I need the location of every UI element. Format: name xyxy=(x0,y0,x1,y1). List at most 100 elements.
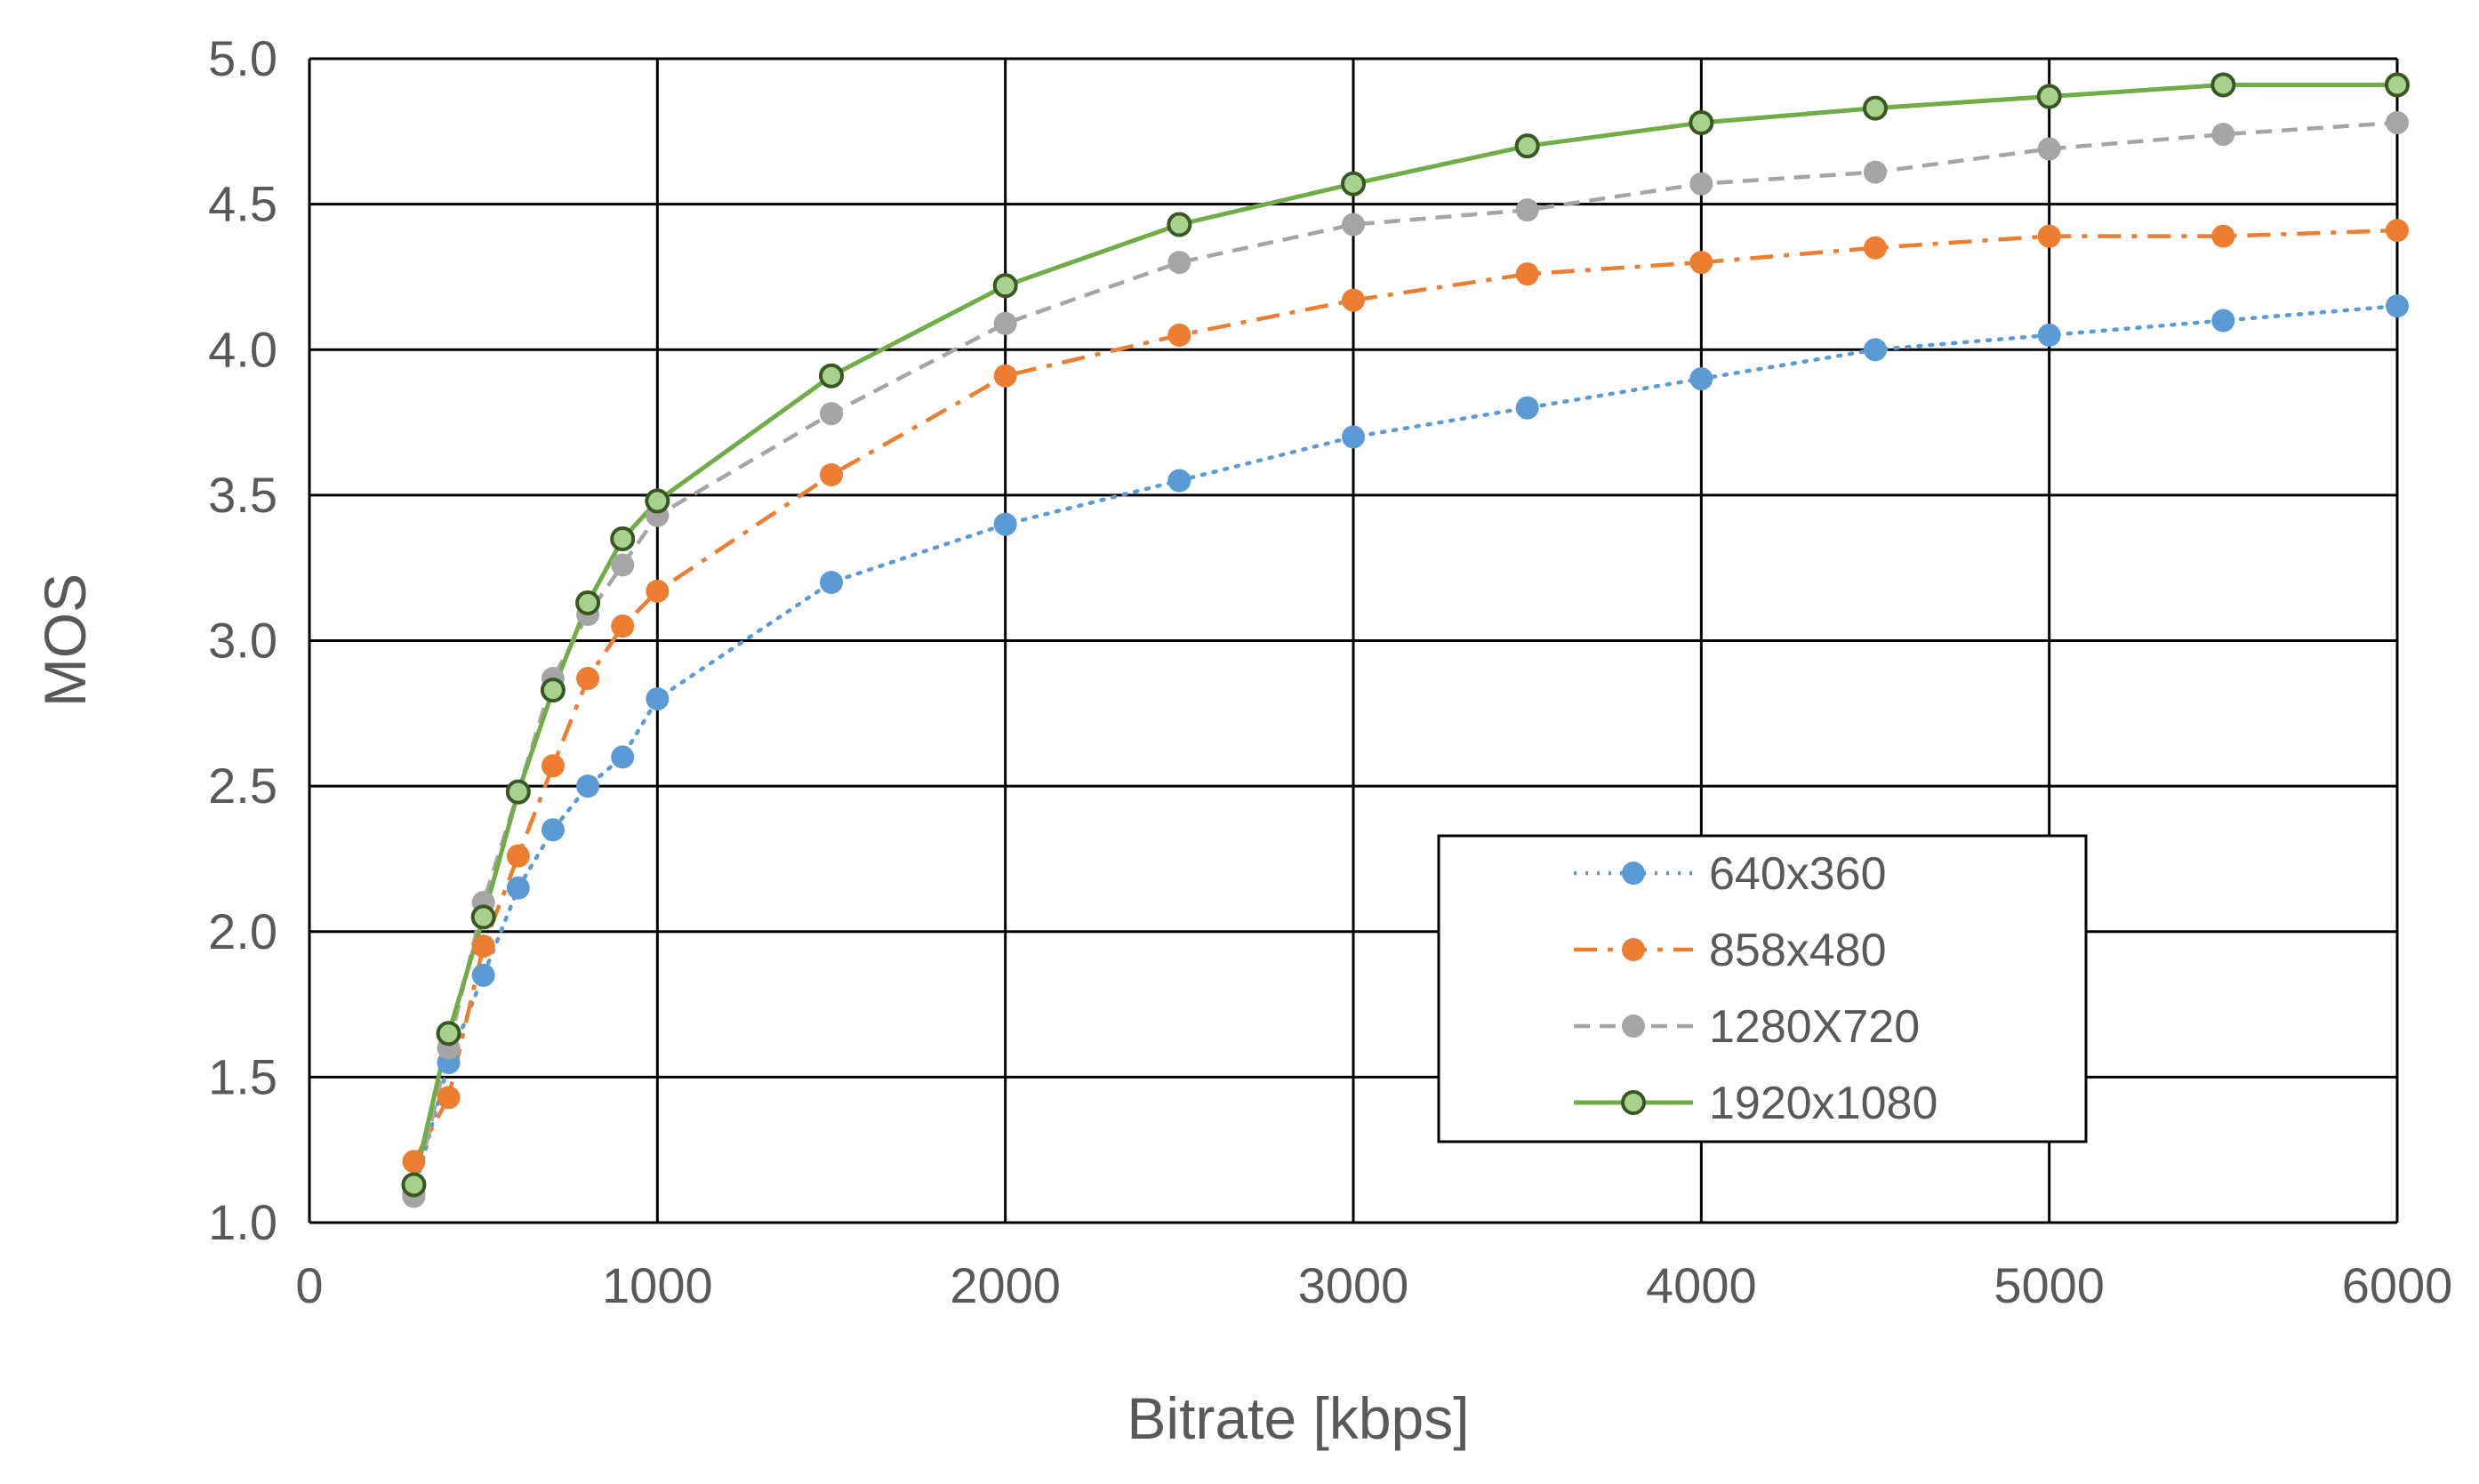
y-tick-label: 1.0 xyxy=(208,1194,277,1250)
data-point xyxy=(1515,396,1539,420)
legend-label: 1280X720 xyxy=(1709,1001,1920,1053)
series-line-1 xyxy=(412,228,2398,1163)
data-point xyxy=(645,488,670,514)
data-point xyxy=(1167,469,1191,493)
data-point xyxy=(506,844,530,868)
data-point xyxy=(1864,160,1887,184)
data-point xyxy=(820,571,843,595)
y-tick-label: 5.0 xyxy=(208,30,277,86)
data-point xyxy=(541,818,565,842)
data-point xyxy=(540,678,566,703)
data-point xyxy=(506,876,530,900)
data-point xyxy=(1167,323,1191,347)
data-point xyxy=(646,686,670,710)
data-point xyxy=(646,579,670,603)
series-lines xyxy=(411,83,2400,1198)
legend-item: 1920x1080 xyxy=(1574,1078,1937,1129)
data-point xyxy=(576,774,600,798)
tick-labels: 1.0 1.5 2.0 2.5 3.0 3.5 4.0 4.5 5.0 0 1000 2000 3000… xyxy=(208,30,2452,1313)
data-point xyxy=(2385,72,2410,98)
x-tick-label: 3000 xyxy=(1298,1257,1409,1313)
x-axis-title: Bitrate [kbps] xyxy=(1127,1385,1469,1451)
x-tick-label: 5000 xyxy=(1994,1257,2105,1313)
data-point xyxy=(2211,224,2235,248)
data-point xyxy=(1167,251,1191,275)
legend-label: 1920x1080 xyxy=(1709,1078,1937,1129)
data-point xyxy=(2386,110,2409,134)
data-point xyxy=(1689,109,1714,135)
y-tick-label: 3.0 xyxy=(208,613,277,669)
data-point xyxy=(611,553,635,577)
data-point xyxy=(401,1172,427,1198)
legend-box xyxy=(1437,834,2088,1143)
legend: 640x360 858x480 1280X720 1920x1080 xyxy=(1437,834,2088,1143)
data-point xyxy=(1864,236,1887,260)
legend-marker xyxy=(1621,1090,1646,1115)
data-point xyxy=(505,779,531,805)
x-tick-label: 6000 xyxy=(2342,1257,2453,1313)
data-point xyxy=(1514,133,1540,159)
data-point xyxy=(2037,323,2061,347)
data-point xyxy=(820,402,843,426)
legend-item: 858x480 xyxy=(1574,925,1887,976)
data-point xyxy=(1863,95,1888,121)
data-point xyxy=(1689,251,1713,275)
data-point xyxy=(1689,172,1713,196)
series-line-3 xyxy=(411,83,2397,1186)
data-point xyxy=(993,364,1017,388)
series-line-2 xyxy=(412,120,2398,1198)
data-point xyxy=(1515,198,1539,222)
legend-marker xyxy=(1622,938,1645,961)
y-tick-label: 4.5 xyxy=(208,176,277,232)
y-tick-label: 3.5 xyxy=(208,467,277,523)
y-tick-label: 2.5 xyxy=(208,758,277,814)
data-point xyxy=(541,754,565,778)
data-point xyxy=(993,512,1017,536)
data-point xyxy=(2211,123,2235,147)
data-point xyxy=(470,904,496,930)
data-point xyxy=(611,745,635,769)
data-point xyxy=(2037,224,2061,248)
y-tick-label: 2.0 xyxy=(208,903,277,959)
data-point xyxy=(2386,219,2409,243)
data-point xyxy=(2211,309,2235,333)
x-tick-label: 4000 xyxy=(1646,1257,1757,1313)
data-point xyxy=(402,1150,426,1174)
series-markers xyxy=(401,72,2410,1208)
data-point xyxy=(471,935,495,959)
data-point xyxy=(611,614,635,638)
data-point xyxy=(1341,171,1366,197)
data-point xyxy=(1864,338,1887,362)
data-point xyxy=(1342,213,1365,237)
y-axis-title: MOS xyxy=(32,574,98,707)
data-point xyxy=(1342,288,1365,312)
data-point xyxy=(1167,212,1192,237)
data-point xyxy=(436,1021,461,1047)
data-point xyxy=(471,963,495,987)
data-point xyxy=(2037,137,2061,161)
data-point xyxy=(1689,366,1713,390)
data-point xyxy=(2210,72,2236,98)
data-point xyxy=(992,273,1018,299)
x-tick-label: 0 xyxy=(295,1257,323,1313)
legend-label: 858x480 xyxy=(1709,925,1887,976)
data-point xyxy=(1515,262,1539,286)
x-tick-label: 2000 xyxy=(950,1257,1061,1313)
legend-item: 640x360 xyxy=(1574,848,1887,900)
data-point xyxy=(993,311,1017,335)
legend-item: 1280X720 xyxy=(1574,1001,1920,1053)
series-line-0 xyxy=(412,303,2400,1196)
legend-label: 640x360 xyxy=(1709,848,1887,900)
data-point xyxy=(819,363,844,389)
x-tick-label: 1000 xyxy=(602,1257,713,1313)
legend-marker xyxy=(1622,862,1645,885)
data-point xyxy=(437,1086,461,1110)
data-point xyxy=(820,462,843,486)
data-point xyxy=(576,667,600,691)
data-point xyxy=(575,590,601,615)
y-tick-label: 4.0 xyxy=(208,321,277,377)
data-point xyxy=(1342,425,1365,449)
y-tick-label: 1.5 xyxy=(208,1048,277,1104)
data-point xyxy=(610,525,636,551)
